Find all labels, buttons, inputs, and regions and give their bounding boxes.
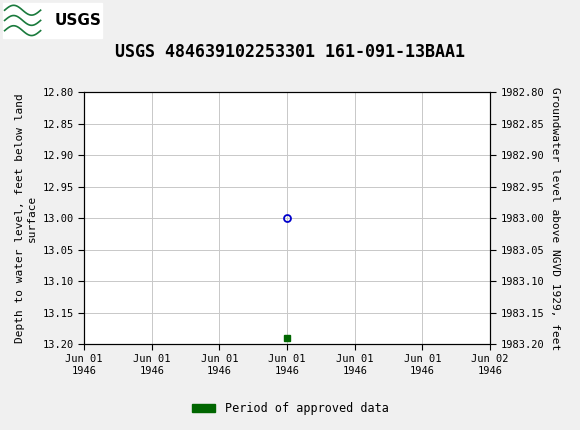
Text: USGS: USGS [55,13,102,28]
Legend: Period of approved data: Period of approved data [187,397,393,420]
Text: USGS 484639102253301 161-091-13BAA1: USGS 484639102253301 161-091-13BAA1 [115,43,465,61]
FancyBboxPatch shape [3,3,102,37]
Y-axis label: Depth to water level, feet below land
surface: Depth to water level, feet below land su… [15,93,37,343]
Y-axis label: Groundwater level above NGVD 1929, feet: Groundwater level above NGVD 1929, feet [550,86,560,350]
